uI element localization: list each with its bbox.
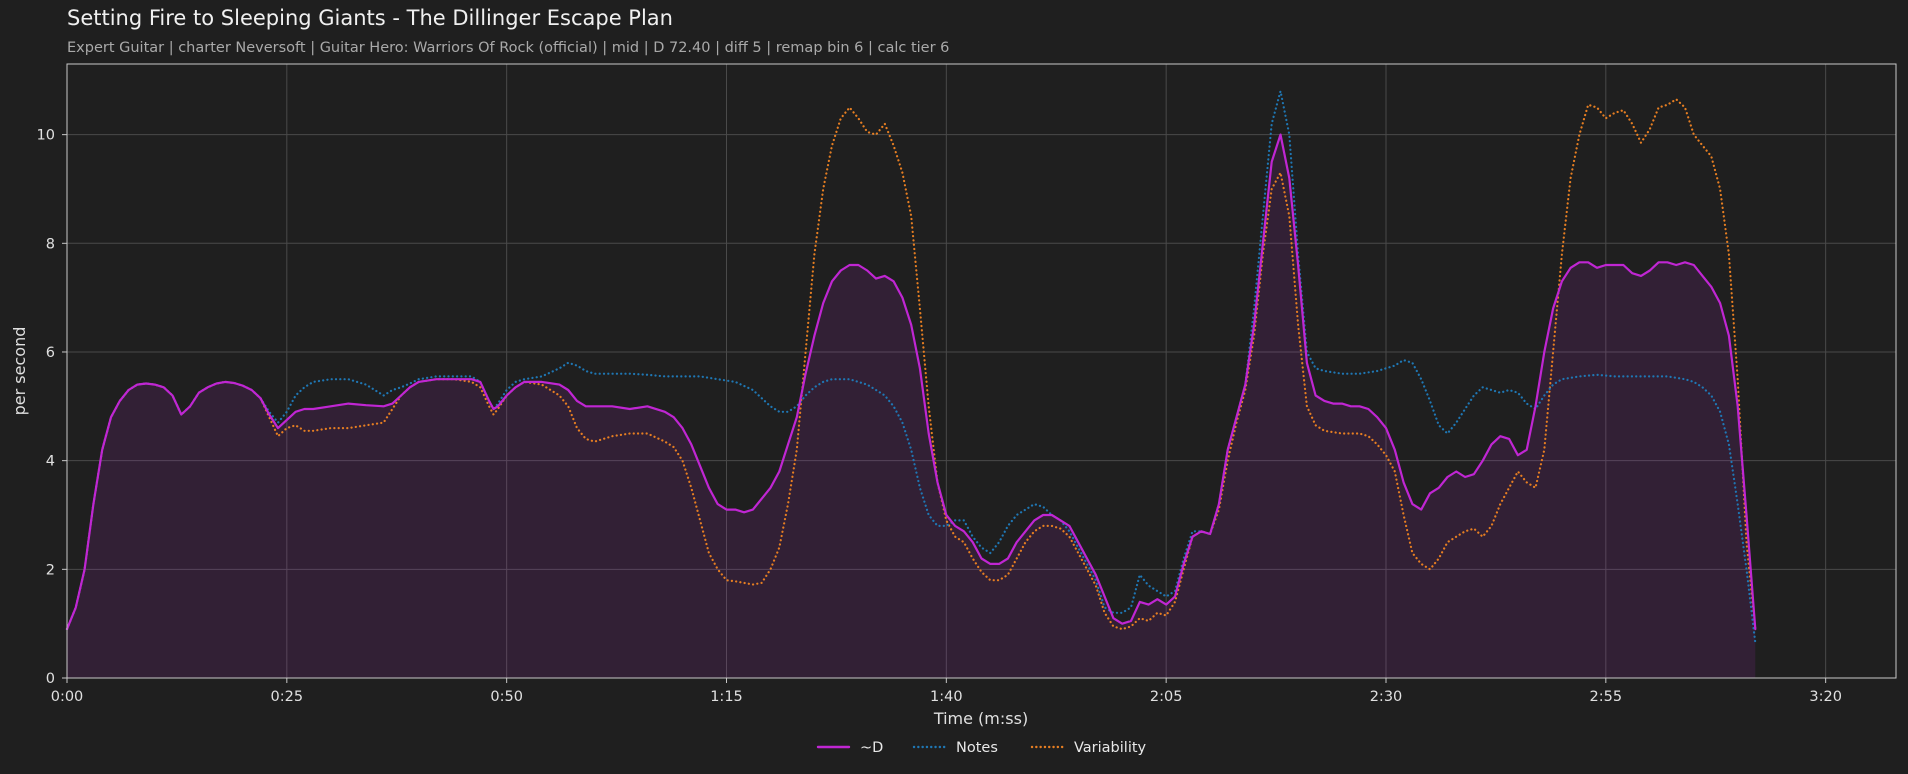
x-tick-label: 0:25 — [271, 689, 304, 705]
x-tick-label: 2:05 — [1150, 689, 1183, 705]
series-lines — [65, 90, 1757, 644]
legend-label: Variability — [1074, 740, 1147, 756]
y-tick-label: 4 — [46, 454, 55, 470]
x-tick-label: 1:15 — [710, 689, 743, 705]
plot-frame — [66, 63, 1897, 679]
series-line-variability — [65, 98, 1757, 631]
x-tick-label: 1:40 — [930, 689, 963, 705]
series-fills — [67, 134, 1756, 679]
y-tick-label: 6 — [46, 345, 55, 361]
x-tick-label: 2:55 — [1590, 689, 1623, 705]
y-tick-label: 2 — [46, 562, 55, 578]
x-tick-label: 3:20 — [1809, 689, 1842, 705]
y-axis: 0 2 4 6 8 10 — [37, 128, 67, 687]
x-tick-label: 2:30 — [1370, 689, 1403, 705]
legend: ~D Notes Variability — [816, 740, 1147, 756]
series-line-d — [65, 133, 1757, 631]
y-tick-label: 0 — [46, 671, 55, 687]
chart-subtitle: Expert Guitar | charter Neversoft | Guit… — [67, 40, 950, 56]
legend-label: Notes — [956, 740, 998, 756]
chart-title: Setting Fire to Sleeping Giants - The Di… — [67, 6, 673, 30]
x-axis: 0:00 0:25 0:50 1:15 1:40 2:05 2:30 2:55 3:20 — [51, 678, 1842, 705]
series-line-notes — [65, 90, 1757, 644]
y-tick-label: 8 — [46, 236, 55, 252]
y-axis-label: per second — [10, 327, 29, 416]
x-tick-label: 0:00 — [51, 689, 84, 705]
series-area-d — [67, 134, 1756, 679]
legend-label: ~D — [860, 740, 883, 756]
x-axis-label: Time (m:ss) — [933, 709, 1028, 728]
x-tick-label: 0:50 — [490, 689, 523, 705]
y-tick-label: 10 — [37, 128, 55, 144]
